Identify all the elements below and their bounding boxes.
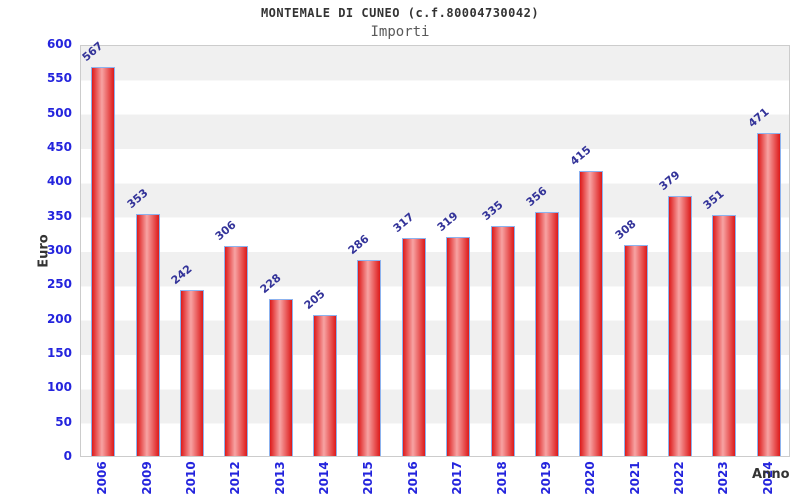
x-tick-label: 2023 [716, 461, 731, 495]
bar-value-label: 286 [346, 231, 373, 257]
x-tick-label: 2015 [361, 461, 376, 495]
y-tick-label: 250 [46, 277, 72, 292]
bar-value-label: 228 [257, 271, 284, 297]
x-tick-label: 2021 [627, 461, 642, 495]
bar-value-label: 471 [745, 104, 772, 130]
bar-2023 [712, 214, 737, 456]
bar-value-label: 567 [79, 38, 106, 64]
bar-2019 [534, 211, 559, 456]
bar-2013 [268, 299, 293, 456]
x-axis-title: Anno [752, 467, 790, 482]
x-tick-label: 2009 [139, 461, 154, 495]
bar-value-label: 205 [301, 287, 328, 313]
bar-value-label: 351 [701, 187, 728, 212]
bar-value-label: 242 [168, 262, 195, 287]
bar-2010 [179, 289, 204, 456]
x-tick-label: 2016 [405, 461, 420, 495]
bar-value-label: 415 [567, 143, 594, 169]
y-tick-label: 100 [46, 380, 72, 395]
bar-value-label: 319 [434, 209, 461, 234]
bar-value-label: 306 [212, 218, 239, 243]
y-tick-label: 50 [55, 414, 72, 429]
y-tick-label: 350 [46, 208, 72, 223]
chart-title: MONTEMALE DI CUNEO (c.f.80004730042) [260, 6, 540, 20]
y-tick-label: 400 [46, 174, 72, 189]
bar-value-label: 308 [612, 216, 639, 242]
y-tick-label: 300 [46, 243, 72, 257]
x-tick-label: 2010 [183, 461, 198, 495]
chart-subtitle: Importi [370, 24, 430, 40]
x-tick-label: 2022 [672, 461, 687, 495]
y-tick-label: 600 [46, 37, 72, 51]
bar-2016 [401, 238, 426, 456]
bar-2017 [446, 236, 471, 456]
bar-2024 [756, 132, 781, 456]
bar-2006 [91, 66, 116, 456]
x-tick-label: 2019 [538, 461, 553, 495]
bar-2014 [313, 315, 338, 456]
bar-value-label: 379 [656, 168, 683, 193]
y-tick-label: 450 [46, 140, 72, 154]
y-tick-label: 200 [46, 311, 72, 326]
x-tick-label: 2020 [583, 461, 598, 495]
bar-value-label: 356 [523, 183, 550, 209]
bar-2012 [224, 245, 249, 456]
y-tick-label: 500 [46, 105, 72, 120]
bar-value-label: 353 [124, 185, 151, 211]
bar-2022 [668, 195, 693, 456]
x-tick-label: 2018 [494, 461, 509, 495]
x-tick-label: 2014 [317, 461, 332, 495]
y-tick-label: 0 [63, 449, 72, 463]
bar-2009 [135, 213, 160, 456]
x-tick-label: 2006 [95, 461, 110, 495]
plot-area: 567 353 242 306 228 205 286 317 319 335 356 415 308 3… [80, 39, 790, 457]
x-tick-label: 2013 [272, 461, 287, 495]
bar-2021 [623, 244, 648, 456]
bar-2020 [579, 171, 604, 456]
x-tick-label: 2012 [228, 461, 243, 495]
y-tick-label: 150 [46, 346, 72, 360]
bar-2015 [357, 259, 382, 456]
y-tick-label: 550 [46, 71, 72, 86]
bar-2018 [490, 225, 515, 456]
bar-value-label: 335 [479, 198, 506, 223]
bar-value-label: 317 [390, 210, 417, 236]
x-tick-label: 2017 [450, 461, 465, 495]
